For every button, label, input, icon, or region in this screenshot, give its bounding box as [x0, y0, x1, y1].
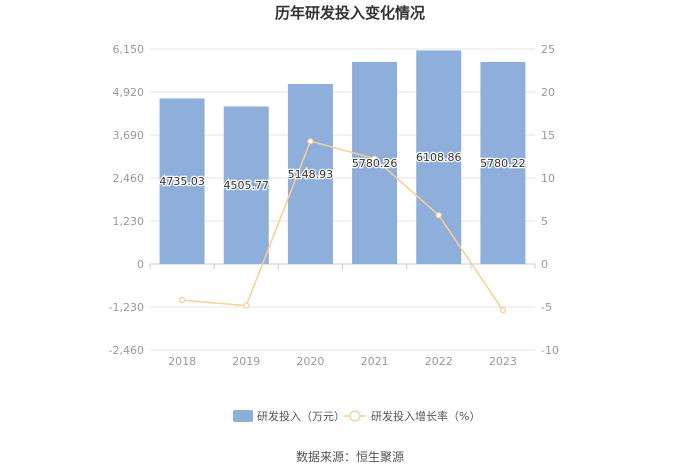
y-right-tick-label: 25: [541, 43, 555, 56]
bar: [416, 50, 462, 264]
bar: [159, 98, 205, 264]
y-right-tick-label: -5: [541, 301, 552, 314]
x-tick-label: 2019: [232, 355, 260, 368]
x-tick-label: 2018: [168, 355, 196, 368]
x-tick-label: 2022: [425, 355, 453, 368]
bar-data-label: 5148.93: [288, 168, 334, 181]
y-left-tick-label: 6,150: [113, 43, 145, 56]
bar-data-label: 4735.03: [159, 175, 205, 188]
bar-data-label: 5780.26: [352, 157, 398, 170]
line-point: [178, 297, 186, 304]
x-tick-label: 2020: [296, 355, 324, 368]
line-point: [307, 138, 314, 145]
y-right-tick-label: 5: [541, 215, 548, 228]
bar: [480, 61, 526, 264]
y-left-tick-label: 0: [137, 258, 144, 271]
bar: [352, 61, 398, 264]
y-left-tick-label: 4,920: [113, 86, 145, 99]
legend-bar-swatch: [233, 410, 253, 422]
bar-data-label: 5780.22: [480, 157, 526, 170]
data-source: 数据来源：恒生聚源: [295, 450, 404, 464]
bar-data-label: 4505.77: [224, 179, 270, 192]
y-right-tick-label: 0: [541, 258, 548, 271]
y-right-tick-label: 15: [541, 129, 555, 142]
y-left-tick-label: 3,690: [113, 129, 145, 142]
legend-line-marker: [349, 410, 361, 422]
line-point: [371, 155, 378, 162]
line-point: [435, 212, 442, 219]
bar: [223, 106, 269, 265]
x-tick-label: 2023: [489, 355, 517, 368]
y-left-tick-label: 2,460: [113, 172, 145, 185]
bar: [287, 83, 333, 264]
y-right-tick-label: -10: [541, 344, 559, 357]
line-point: [499, 307, 507, 314]
y-right-tick-label: 10: [541, 172, 555, 185]
legend-bar-label: 研发投入（万元）: [257, 409, 345, 423]
y-left-tick-label: -1,230: [109, 301, 144, 314]
legend-line-label: 研发投入增长率（%）: [371, 409, 480, 423]
y-left-tick-label: -2,460: [109, 344, 144, 357]
y-right-tick-label: 20: [541, 86, 555, 99]
x-tick-label: 2021: [361, 355, 389, 368]
y-left-tick-label: 1,230: [113, 215, 145, 228]
bar-data-label: 6108.86: [416, 151, 462, 164]
chart-title: 历年研发投入变化情况: [274, 4, 425, 22]
line-point: [243, 302, 250, 309]
growth-line: [182, 140, 504, 311]
